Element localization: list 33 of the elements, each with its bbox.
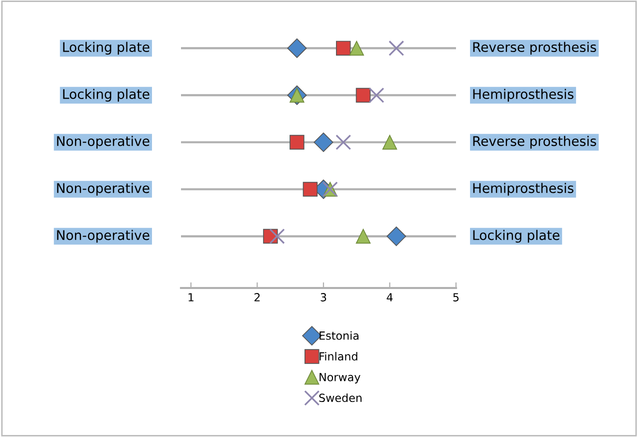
point xyxy=(356,88,371,103)
legend-label: Sweden xyxy=(319,393,362,402)
point xyxy=(269,228,285,244)
y2-tick-label: Locking plate xyxy=(473,230,560,243)
x-tick-label: 1 xyxy=(188,293,194,302)
y-tick-label: Locking plate xyxy=(63,88,150,102)
x-tick-label: 3 xyxy=(320,293,326,302)
point xyxy=(336,40,351,56)
point xyxy=(290,134,304,150)
y2-tick-label: Reverse prosthesis xyxy=(473,42,596,55)
point xyxy=(368,87,384,104)
point xyxy=(302,182,318,197)
x-tick-label: 2 xyxy=(254,293,260,302)
x-tick-label: 5 xyxy=(453,293,459,302)
point xyxy=(287,38,307,58)
legend-label: Norway xyxy=(320,373,360,384)
y2-tick-label: Hemiprosthesis xyxy=(473,182,574,196)
legend-label: Estonia xyxy=(320,331,358,340)
point xyxy=(382,134,398,150)
point xyxy=(314,132,334,152)
y-tick-label: Locking plate xyxy=(63,42,150,55)
point xyxy=(388,40,404,56)
y-tick-label: Non-operative xyxy=(57,230,150,243)
x-tick-label: 4 xyxy=(386,293,393,302)
y2-tick-label: Hemiprosthesis xyxy=(473,88,574,102)
y-tick-label: Non-operative xyxy=(57,136,150,149)
point xyxy=(356,228,371,244)
point xyxy=(336,134,352,150)
point xyxy=(386,226,406,246)
point xyxy=(349,40,364,56)
y2-tick-label: Reverse prosthesis xyxy=(473,136,596,149)
legend-label: Finland xyxy=(320,352,358,361)
y-tick-label: Non-operative xyxy=(57,182,150,196)
